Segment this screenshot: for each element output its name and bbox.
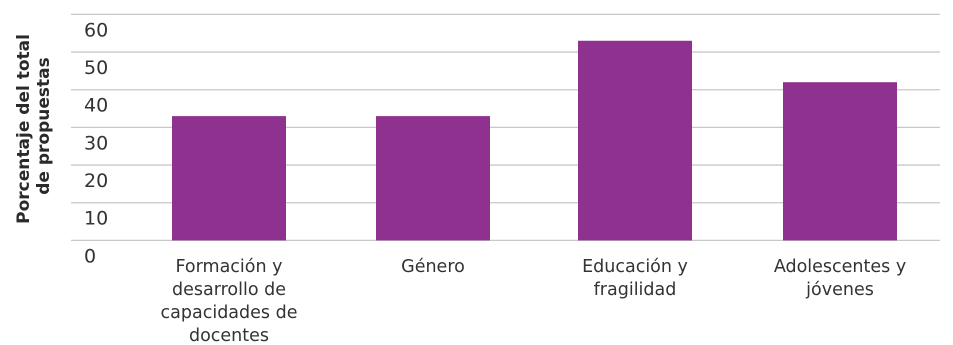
y-tick-label: 50 (84, 57, 108, 79)
y-tick-label: 20 (84, 170, 108, 192)
x-category-label: Formación y desarrollo de capacidades de do… (161, 257, 298, 345)
x-category-label-line: Formación y (175, 257, 282, 277)
y-tick-label: 40 (84, 95, 108, 117)
y-tick-label: 60 (84, 19, 108, 41)
x-category-label: Adolescentes y jóvenes (774, 257, 906, 300)
x-category-label-line: Adolescentes y (774, 257, 906, 277)
bar (376, 116, 490, 241)
x-category-label-line: Género (401, 257, 465, 277)
x-category-label-line: capacidades de (161, 303, 298, 323)
y-tick-label: 30 (84, 132, 108, 154)
bar (172, 116, 286, 241)
x-category-labels: Formación y desarrollo de capacidades de do… (161, 257, 907, 345)
y-tick-label: 0 (84, 245, 96, 267)
y-tick-labels: 0 10 20 30 40 50 60 (84, 19, 108, 267)
bar (578, 40, 692, 241)
x-category-label-line: desarrollo de (172, 280, 286, 300)
y-axis-title: Porcentaje del total de propuestas (14, 28, 54, 224)
y-tick-label: 10 (84, 208, 108, 230)
bars (172, 40, 897, 241)
x-category-label: Educación y fragilidad (582, 257, 688, 300)
x-category-label: Género (401, 257, 465, 277)
x-category-label-line: Educación y (582, 257, 688, 277)
x-category-label-line: jóvenes (805, 280, 874, 300)
bar (783, 82, 897, 241)
y-axis-title-line-1: Porcentaje del total (14, 34, 34, 224)
y-axis-title-line-2: de propuestas (34, 57, 54, 195)
x-category-label-line: docentes (189, 326, 269, 345)
x-category-label-line: fragilidad (594, 280, 677, 300)
